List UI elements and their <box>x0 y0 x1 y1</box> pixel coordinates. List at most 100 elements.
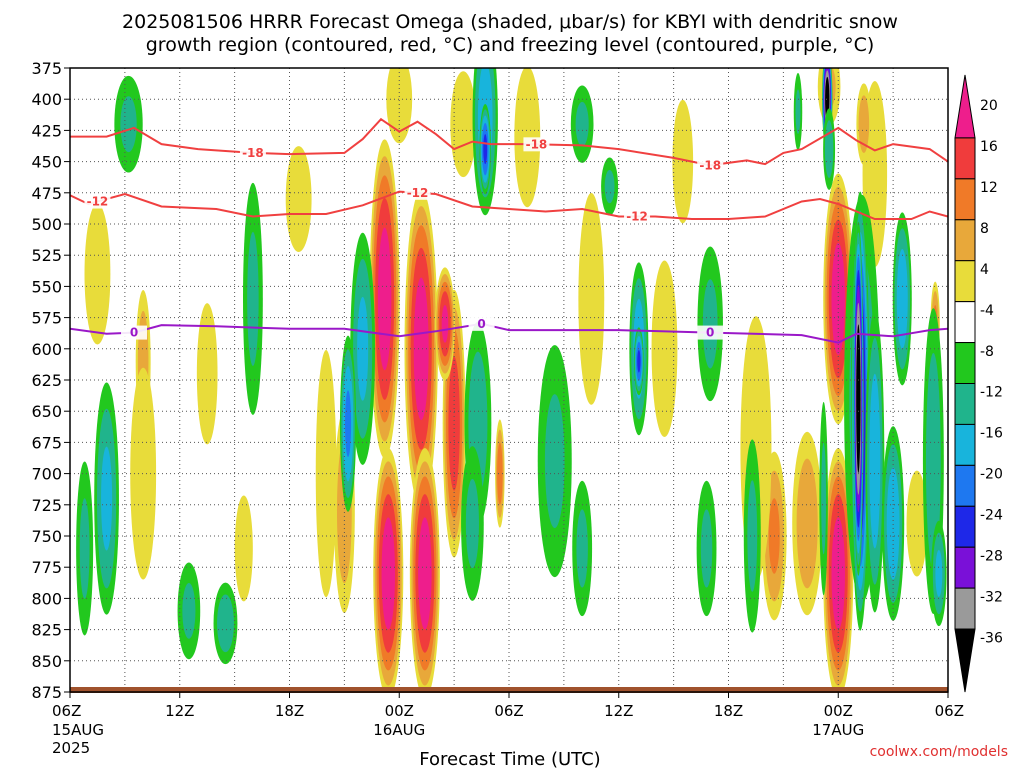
colorbar-swatch <box>954 587 976 630</box>
omega-band <box>196 303 218 445</box>
contour-label: -18 <box>526 137 548 151</box>
colorbar-swatch <box>954 342 976 385</box>
omega-band <box>217 594 234 653</box>
omega-cell-32 <box>76 461 94 636</box>
colorbar-label: 12 <box>980 180 998 196</box>
omega-cell-5 <box>435 267 455 381</box>
x-tick-label: 18Z <box>275 702 304 720</box>
contour-label: -12 <box>407 186 429 200</box>
omega-band <box>465 478 479 569</box>
contour-label-bg <box>697 325 724 340</box>
y-tick-label: 475 <box>31 184 62 203</box>
omega-cell-45 <box>570 85 594 163</box>
chart-title-line2: growth region (contoured, red, °C) and f… <box>146 34 875 56</box>
plot-area: -18 -18 -18 -12 -12 -12 0 0 0 <box>69 67 949 693</box>
colorbar-label: -32 <box>980 589 1003 605</box>
omega-band <box>497 442 503 505</box>
omega-cell-60 <box>931 520 947 627</box>
chart-title-line1: 2025081506 HRRR Forecast Omega (shaded, … <box>122 11 898 33</box>
omega-cell-4 <box>442 289 466 558</box>
contour-label-bg <box>697 158 724 173</box>
omega-band <box>869 373 881 549</box>
terrain-strip <box>70 687 948 693</box>
y-tick-label: 675 <box>31 433 62 452</box>
y-tick-label: 725 <box>31 496 62 515</box>
contour-label-bg <box>84 194 111 209</box>
omega-band <box>79 498 90 599</box>
x-axis-title: Forecast Time (UTC) <box>419 749 600 768</box>
omega-band <box>386 68 413 144</box>
omega-cell-36 <box>213 582 238 665</box>
contour-label-bg <box>468 316 495 331</box>
omega-cell-6 <box>495 419 505 528</box>
y-tick-label: 775 <box>31 558 62 577</box>
contour-label: 0 <box>477 317 485 331</box>
omega-cell-55 <box>853 221 864 576</box>
omega-cell-42 <box>461 446 484 601</box>
omega-band <box>856 324 861 474</box>
colorbar-label: -16 <box>980 426 1003 442</box>
omega-cell-43 <box>537 345 572 578</box>
colorbar-label: -28 <box>980 548 1003 564</box>
y-tick-label: 525 <box>31 246 62 265</box>
x-tick-date: 15AUG <box>52 721 104 739</box>
omega-cell-44 <box>572 480 593 617</box>
colorbar-label: -12 <box>980 385 1003 401</box>
x-tick-label: 18Z <box>714 702 743 720</box>
y-tick-label: 550 <box>31 277 62 296</box>
omega-cell-48 <box>601 157 619 216</box>
colorbar-swatch <box>954 505 976 548</box>
omega-band <box>247 231 259 366</box>
colorbar-label: 4 <box>980 262 989 278</box>
omega-band <box>578 192 605 405</box>
omega-band <box>344 390 352 457</box>
x-tick-label: 06Z <box>935 702 964 720</box>
omega-cell-3 <box>409 448 440 692</box>
omega-band <box>637 349 641 373</box>
x-tick-label: 00Z <box>824 702 853 720</box>
y-tick-label: 600 <box>31 340 62 359</box>
y-tick-label: 375 <box>31 59 62 78</box>
omega-band <box>925 353 941 570</box>
colorbar-label: -4 <box>980 303 994 319</box>
omega-cell-63 <box>819 401 828 596</box>
omega-band <box>651 260 678 438</box>
omega-cell-9 <box>792 431 823 616</box>
colorbar-swatch <box>954 423 976 466</box>
colorbar-swatch <box>954 383 976 425</box>
colorbar-label: -24 <box>980 508 1003 524</box>
omega-band <box>84 203 111 345</box>
omega-cell-1 <box>373 448 404 692</box>
y-tick-label: 875 <box>31 683 62 702</box>
colorbar-label: 20 <box>980 98 998 114</box>
omega-cell-27 <box>234 495 253 602</box>
omega-band <box>831 517 845 630</box>
contour-label: -12 <box>626 210 648 224</box>
omega-band <box>130 367 157 580</box>
y-tick-label: 825 <box>31 621 62 640</box>
contour-label: -18 <box>699 158 721 172</box>
x-tick-label: 06Z <box>52 702 81 720</box>
omega-band <box>747 480 758 592</box>
omega-band <box>604 169 615 204</box>
omega-band <box>101 446 113 551</box>
omega-cell-38 <box>339 335 357 512</box>
omega-band <box>441 305 449 343</box>
omega-band <box>700 509 713 588</box>
colorbar-swatch <box>954 219 976 262</box>
contour-label: -12 <box>87 195 109 209</box>
omega-band <box>795 89 801 135</box>
omega-cell-19 <box>386 68 413 144</box>
colorbar: 20 16 12 8 4 -4 -8 -12 -16 -20 -24 -28 -32 -36 <box>954 74 1003 693</box>
omega-cell-35 <box>177 562 201 660</box>
omega-cell-29 <box>84 203 111 345</box>
omega-band <box>906 470 928 577</box>
omega-band <box>182 582 196 639</box>
x-tick-label: 12Z <box>165 702 194 720</box>
contour-lines: -18 -18 -18 -12 -12 -12 0 0 0 <box>70 117 948 344</box>
colorbar-label: -8 <box>980 344 994 360</box>
colorbar-swatch <box>954 137 976 180</box>
omega-band <box>576 509 588 588</box>
y-tick-label: 400 <box>31 90 62 109</box>
